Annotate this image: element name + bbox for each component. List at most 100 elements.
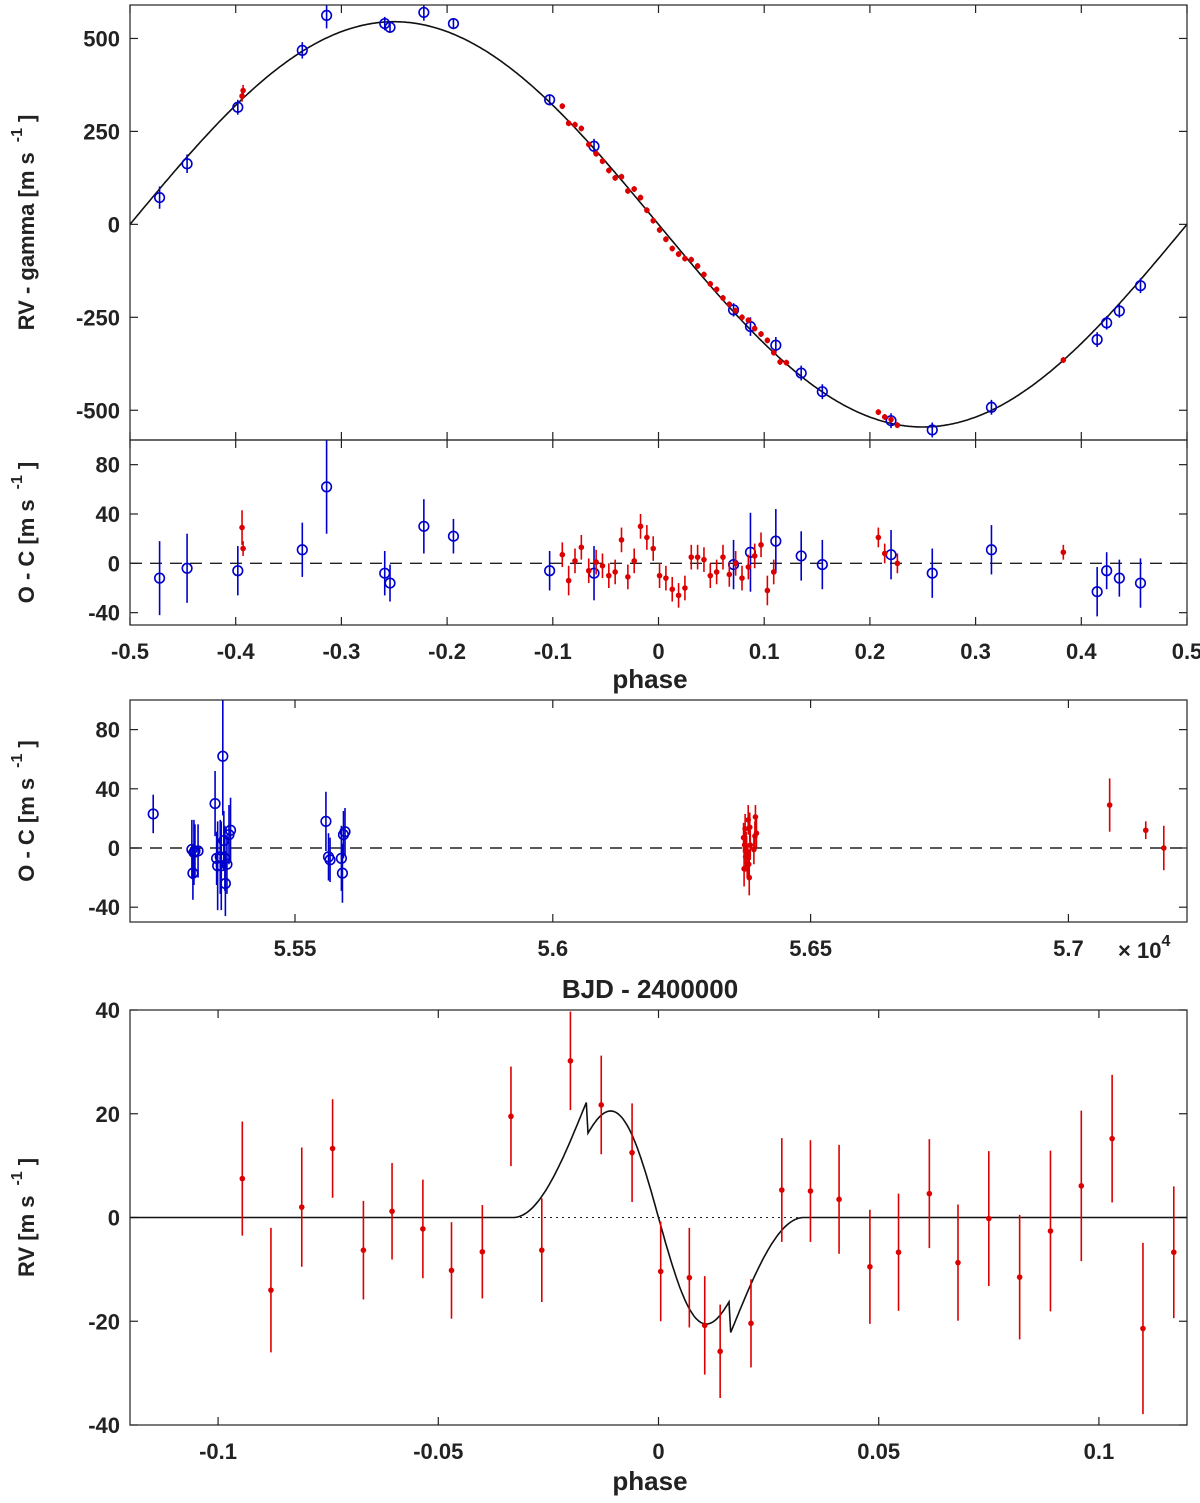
red-data-point — [758, 331, 764, 337]
blue-data-point — [926, 567, 938, 579]
x-tick-label: -0.5 — [111, 639, 149, 664]
blue-data-point — [544, 94, 556, 106]
rm-ylabel: RV [m s-1] — [9, 1158, 39, 1277]
red-data-point — [650, 545, 657, 552]
y-tick-label: 500 — [83, 26, 120, 51]
blue-data-point — [418, 6, 430, 19]
blue-data-point — [816, 558, 828, 571]
red-data-point — [779, 1187, 785, 1193]
red-data-point — [732, 307, 739, 314]
y-tick-label: 40 — [96, 502, 120, 527]
y-tick-label: 80 — [96, 453, 120, 478]
red-data-point — [747, 842, 754, 848]
red-data-point — [694, 263, 701, 269]
red-data-point — [663, 236, 669, 243]
red-data-point — [720, 554, 726, 560]
blue-data-point — [816, 386, 828, 398]
red-data-point — [565, 577, 572, 584]
red-data-point — [1060, 549, 1067, 556]
x-tick-label: -0.3 — [322, 639, 360, 664]
red-data-point — [599, 563, 606, 569]
red-data-point — [926, 1190, 933, 1197]
oc-phase-xlabel: phase — [612, 664, 687, 694]
red-data-point — [618, 173, 625, 180]
red-data-point — [389, 1208, 395, 1215]
rm-frame — [129, 1009, 1188, 1426]
red-data-point — [726, 301, 733, 308]
red-data-point — [618, 537, 625, 543]
red-data-point — [732, 560, 739, 567]
red-data-point — [508, 1113, 514, 1120]
blue-data-point — [384, 21, 396, 33]
rv-phase-panel: 500 250 0 -250 -500 RV - gamma [m s-1] — [9, 4, 1188, 441]
red-data-point — [1016, 1274, 1023, 1280]
red-data-point — [629, 1149, 635, 1156]
red-data-point — [1170, 1249, 1177, 1256]
blue-data-point — [209, 797, 221, 810]
red-data-point — [538, 1247, 545, 1253]
red-data-point — [726, 571, 733, 578]
blue-data-point — [926, 424, 938, 436]
red-data-point — [745, 564, 752, 570]
red-data-point — [682, 585, 688, 591]
y-tick-label: 0 — [108, 1206, 120, 1231]
blue-data-point — [232, 101, 244, 113]
blue-data-point — [1101, 317, 1113, 329]
y-tick-label: 0 — [108, 551, 120, 576]
blue-data-point — [885, 415, 897, 427]
red-data-point — [758, 542, 764, 548]
red-data-point — [675, 592, 682, 599]
red-data-point — [239, 93, 245, 99]
x-tick-label: 5.55 — [274, 936, 317, 961]
red-data-point — [701, 271, 707, 278]
red-data-point — [239, 1175, 246, 1182]
red-data-point — [746, 824, 753, 831]
red-data-point — [625, 188, 631, 194]
red-data-point — [644, 207, 650, 214]
blue-data-point — [795, 367, 807, 379]
red-data-point — [745, 317, 752, 324]
blue-data-point — [1134, 280, 1147, 292]
blue-data-point — [770, 535, 782, 547]
red-data-point — [598, 1102, 605, 1108]
red-data-point — [637, 194, 644, 201]
y-tick-label: -40 — [88, 1413, 120, 1438]
oc-phase-frame — [129, 439, 1188, 626]
y-tick-label: 40 — [96, 777, 120, 802]
red-data-point — [881, 550, 888, 557]
blue-data-point — [336, 867, 349, 879]
red-data-point — [783, 359, 790, 366]
red-data-point — [565, 120, 572, 127]
red-data-point — [448, 1267, 455, 1274]
red-data-point — [567, 1058, 574, 1064]
red-data-point — [875, 409, 882, 415]
blue-data-point — [192, 845, 204, 857]
red-data-point — [585, 141, 592, 148]
y-tick-label: 250 — [83, 119, 120, 144]
red-data-point — [606, 572, 612, 579]
blue-data-point — [1113, 305, 1125, 317]
blue-data-point — [221, 858, 233, 870]
red-data-point — [1060, 357, 1067, 363]
red-data-point — [329, 1145, 336, 1152]
red-data-point — [751, 553, 758, 559]
red-data-point — [1109, 1135, 1115, 1142]
rm-marks: 40 20 0 -20 -40 -0.1 -0.05 0 0.05 0.1 — [88, 998, 1187, 1464]
rv-phase-frame — [129, 4, 1188, 441]
oc-phase-ylabel: O - C [m s-1] — [9, 462, 39, 603]
blue-data-point — [296, 44, 308, 56]
red-data-point — [578, 544, 585, 551]
oc-phase-marks: 80 40 0 -40 -0.5 -0.4 -0.3 -0.2 -0.1 0 0.1 0.2 0.3 0.… — [88, 440, 1200, 664]
blue-data-point — [795, 550, 807, 562]
y-tick-label: -40 — [88, 601, 120, 626]
red-data-point — [1140, 1325, 1146, 1332]
red-data-point — [1142, 827, 1149, 834]
red-data-point — [894, 422, 901, 428]
x-tick-label: 0.05 — [857, 1439, 900, 1464]
x-tick-label: -0.1 — [534, 639, 572, 664]
red-data-point — [720, 295, 726, 301]
red-data-point — [713, 286, 720, 293]
red-data-point — [777, 359, 783, 365]
oc-phase-panel: 80 40 0 -40 -0.5 -0.4 -0.3 -0.2 -0.1 0 0.1 0.2 0.3 0.… — [9, 439, 1200, 694]
blue-data-point — [1091, 334, 1103, 346]
